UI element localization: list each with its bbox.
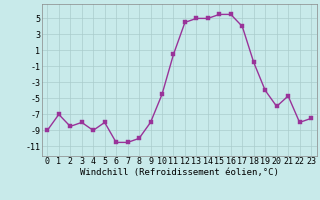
X-axis label: Windchill (Refroidissement éolien,°C): Windchill (Refroidissement éolien,°C) — [80, 168, 279, 177]
